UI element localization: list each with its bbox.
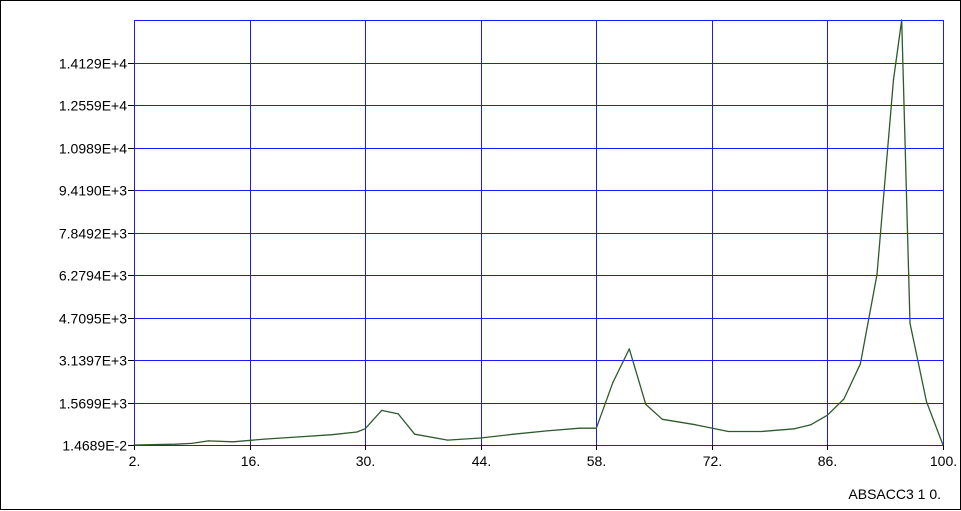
data-point bbox=[513, 433, 515, 435]
data-point bbox=[942, 444, 944, 446]
data-point bbox=[579, 427, 581, 429]
y-tick-label: 1.2559E+4 bbox=[59, 98, 127, 114]
data-point bbox=[356, 431, 358, 433]
data-point bbox=[612, 382, 614, 384]
y-tick-label: 7.8492E+3 bbox=[59, 226, 127, 242]
data-point bbox=[133, 444, 135, 446]
data-point bbox=[381, 409, 383, 411]
data-point bbox=[859, 363, 862, 365]
data-point bbox=[447, 439, 449, 441]
data-point bbox=[925, 401, 928, 403]
data-point bbox=[232, 441, 234, 443]
x-tick-label: 2. bbox=[129, 453, 141, 469]
data-point bbox=[645, 403, 647, 405]
y-tick-label: 9.4190E+3 bbox=[59, 183, 127, 199]
data-point bbox=[843, 398, 845, 400]
data-point bbox=[546, 430, 548, 432]
data-point bbox=[793, 428, 796, 430]
plot-area bbox=[134, 20, 943, 445]
data-point bbox=[901, 19, 903, 21]
data-point bbox=[191, 442, 193, 444]
y-tick-label: 1.4689E-2 bbox=[62, 438, 127, 454]
y-tick-label: 4.7095E+3 bbox=[59, 311, 127, 327]
chart-caption: ABSACC3 1 0. bbox=[848, 486, 941, 502]
y-tick-label: 3.1397E+3 bbox=[59, 353, 127, 369]
x-tick-label: 58. bbox=[587, 453, 606, 469]
data-point bbox=[265, 438, 267, 440]
data-point bbox=[298, 436, 300, 438]
x-tick-label: 86. bbox=[818, 453, 837, 469]
x-tick-label: 16. bbox=[241, 453, 260, 469]
x-tick-label: 72. bbox=[703, 453, 722, 469]
data-point bbox=[760, 430, 763, 433]
data-point bbox=[661, 418, 663, 420]
y-tick-label: 1.4129E+4 bbox=[59, 56, 127, 72]
data-point bbox=[810, 424, 812, 426]
data-point bbox=[826, 414, 829, 416]
data-point bbox=[207, 440, 209, 442]
data-point bbox=[727, 430, 730, 433]
x-tick-label: 44. bbox=[472, 453, 491, 469]
data-point bbox=[876, 273, 878, 276]
data-point bbox=[892, 79, 895, 81]
y-tick-label: 6.2794E+3 bbox=[59, 268, 127, 284]
data-point bbox=[174, 443, 176, 445]
x-tick-label: 30. bbox=[356, 453, 375, 469]
y-tick-label: 1.0989E+4 bbox=[59, 141, 127, 157]
data-point bbox=[397, 413, 399, 415]
data-point bbox=[364, 428, 366, 430]
x-tick-label: 100. bbox=[930, 453, 957, 469]
data-point bbox=[694, 424, 696, 426]
data-point bbox=[331, 434, 333, 436]
data-point bbox=[480, 437, 482, 439]
data-point bbox=[414, 433, 416, 435]
y-tick-label: 1.5699E+3 bbox=[59, 396, 127, 412]
data-point bbox=[909, 322, 911, 324]
data-point bbox=[628, 348, 630, 350]
data-point bbox=[595, 427, 597, 429]
